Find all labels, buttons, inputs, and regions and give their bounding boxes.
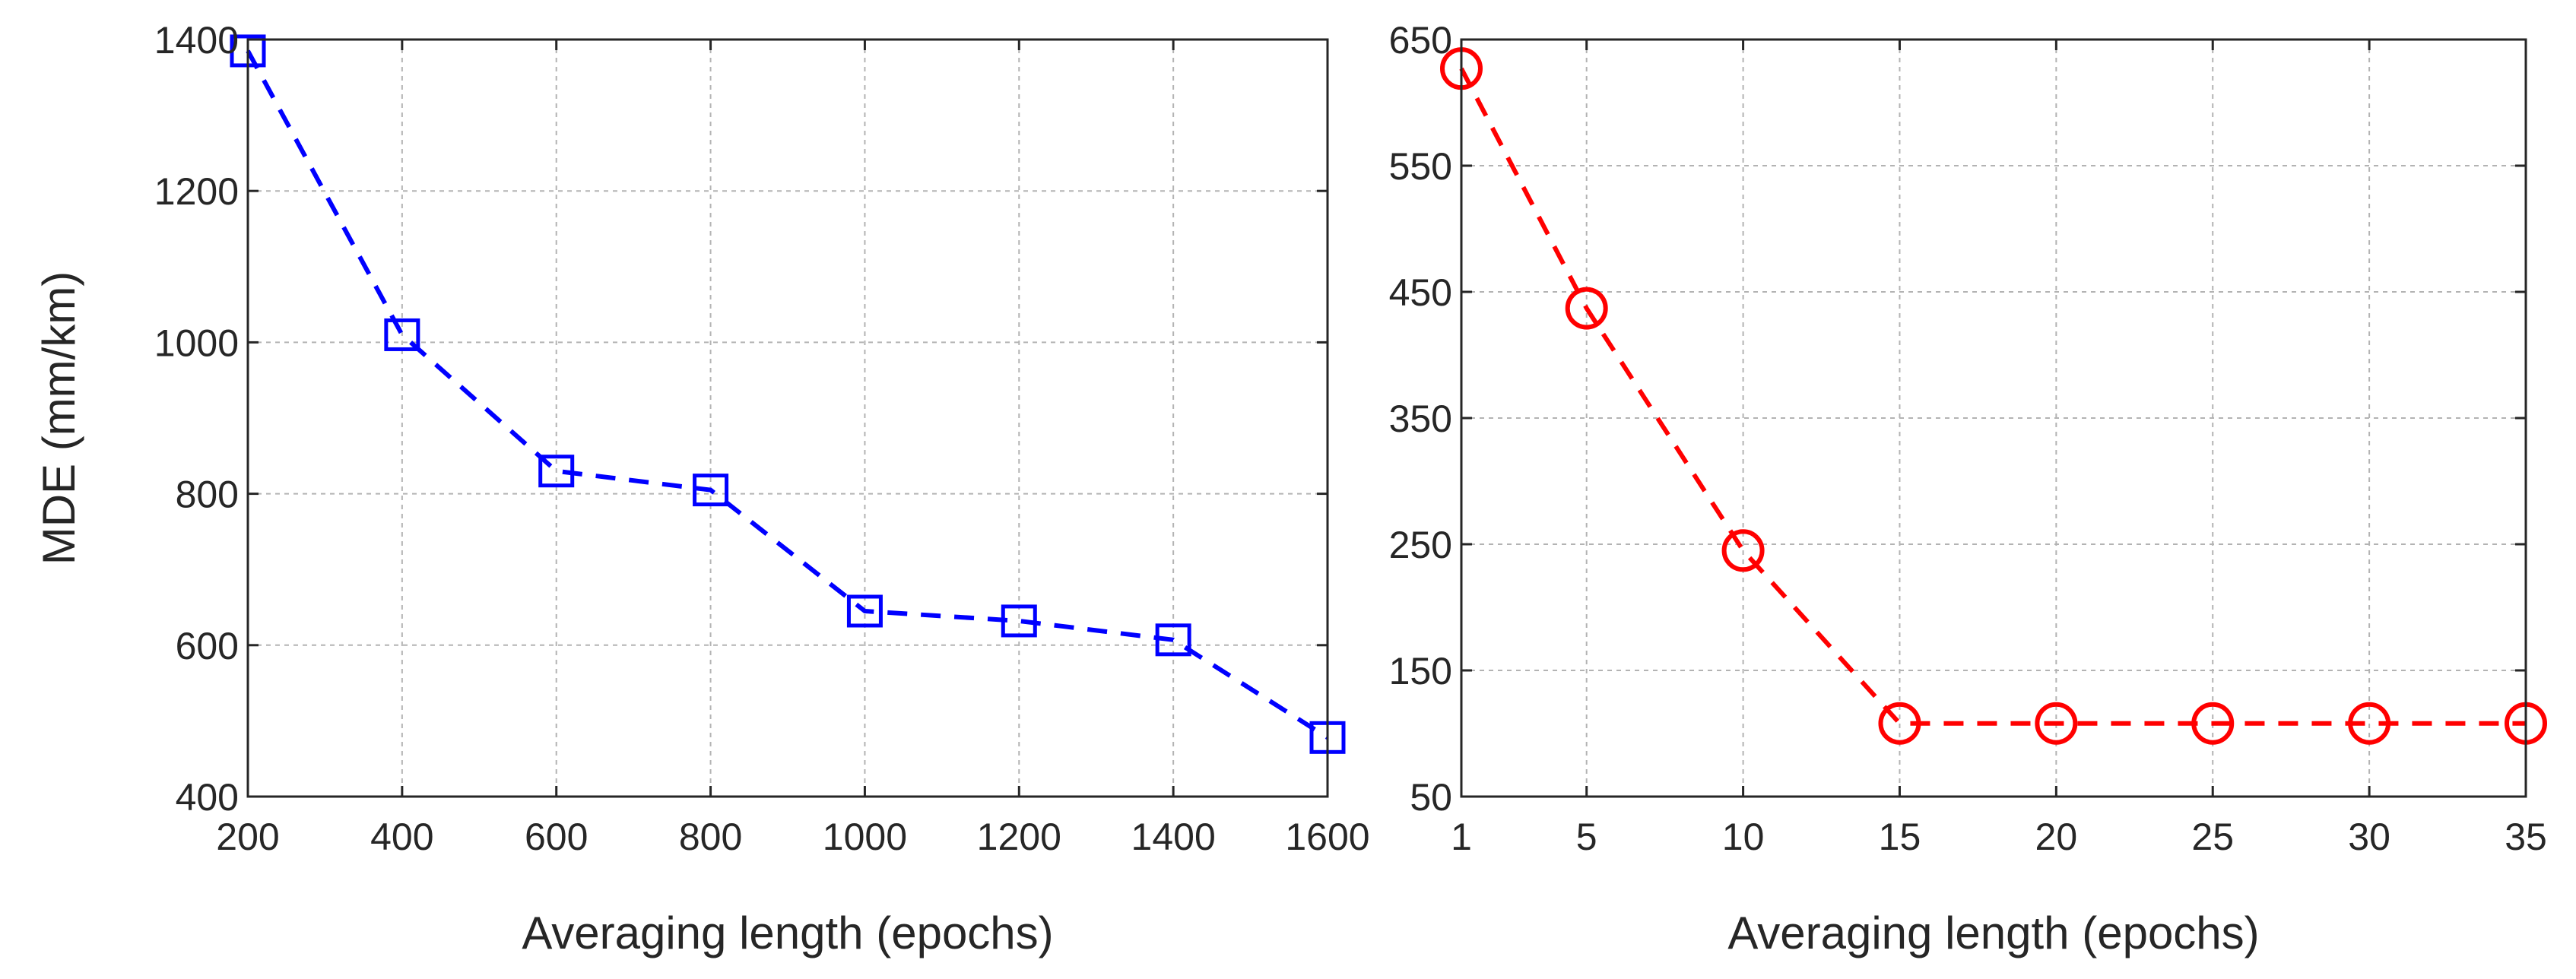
right-chart-x-tick-label: 30 — [2348, 816, 2390, 858]
right-chart-data-point — [1565, 287, 1608, 330]
right-chart-series-line — [1459, 67, 2526, 726]
left-chart-y-tick-label: 1000 — [154, 322, 239, 364]
left-chart-y-tick-label: 1200 — [154, 170, 239, 213]
left-chart-data-point — [1155, 623, 1191, 657]
right-chart-y-tick-label: 350 — [1389, 398, 1452, 440]
left-chart-y-tick-label: 1400 — [154, 19, 239, 62]
right-chart-x-tick-label: 10 — [1722, 816, 1765, 858]
right-chart-y-tick-label: 550 — [1389, 145, 1452, 188]
left-chart-series-line — [246, 49, 1329, 740]
right-chart-x-tick-label: 1 — [1451, 816, 1472, 858]
left-chart-x-axis-label: Averaging length (epochs) — [522, 908, 1053, 958]
right-chart-y-tick-label: 50 — [1410, 776, 1452, 819]
left-chart-x-tick-label: 1400 — [1131, 816, 1216, 858]
left-chart-x-tick-label: 1000 — [823, 816, 907, 858]
left-chart-x-tick-labels: 200 400 600 800 1000 1200 1400 1600 — [216, 816, 1369, 858]
left-chart-data-point — [693, 474, 729, 507]
right-chart-data-point — [2348, 702, 2391, 745]
left-chart-data-point — [384, 318, 420, 351]
right-chart-data-point — [2035, 702, 2078, 745]
right-chart-x-tick-label: 15 — [1879, 816, 1921, 858]
left-chart-x-tick-label: 200 — [216, 816, 279, 858]
left-chart-y-tick-label: 400 — [176, 776, 239, 819]
left-chart-y-tick-labels: 400 600 800 1000 1200 1400 — [154, 19, 239, 819]
right-chart-x-tick-label: 5 — [1576, 816, 1597, 858]
right-chart-y-tick-label: 250 — [1389, 524, 1452, 566]
right-chart-data-point — [1878, 702, 1921, 745]
left-chart-series — [230, 34, 1346, 754]
left-chart-x-tick-label: 400 — [370, 816, 433, 858]
right-chart-tickmarks — [1460, 38, 2527, 798]
right-chart-data-point — [2191, 702, 2235, 745]
left-chart-tickmarks — [246, 38, 1329, 798]
left-chart-y-tick-label: 600 — [176, 625, 239, 667]
left-chart-x-tick-label: 800 — [679, 816, 742, 858]
right-chart-y-tick-label: 150 — [1389, 650, 1452, 692]
left-chart-data-point — [538, 455, 575, 488]
right-chart-x-tick-label: 25 — [2191, 816, 2234, 858]
left-chart-y-tick-label: 800 — [176, 474, 239, 516]
right-chart-x-tick-labels: 1 5 10 15 20 25 30 35 — [1451, 816, 2547, 858]
left-chart-y-axis-label: MDE (mm/km) — [33, 271, 84, 566]
left-chart-data-point — [1001, 604, 1037, 638]
left-chart-x-tick-label: 1600 — [1285, 816, 1369, 858]
left-chart-panel: 200 400 600 800 1000 1200 1400 1600 40060080010… — [33, 19, 1370, 958]
left-chart-x-tick-label: 1200 — [977, 816, 1061, 858]
right-chart-y-tick-label: 450 — [1389, 271, 1452, 314]
right-chart-x-tick-label: 35 — [2505, 816, 2547, 858]
right-chart-x-tick-label: 20 — [2035, 816, 2078, 858]
right-chart-x-axis-label: Averaging length (epochs) — [1727, 908, 2259, 958]
left-chart-x-tick-label: 600 — [525, 816, 588, 858]
left-chart-data-point — [846, 594, 883, 628]
right-chart-y-tick-labels: 50 150 250 350 450 550 650 — [1389, 19, 1452, 819]
left-chart-frame — [246, 38, 1329, 798]
right-chart-data-point — [1721, 529, 1765, 572]
right-chart-y-tick-label: 650 — [1389, 19, 1452, 62]
